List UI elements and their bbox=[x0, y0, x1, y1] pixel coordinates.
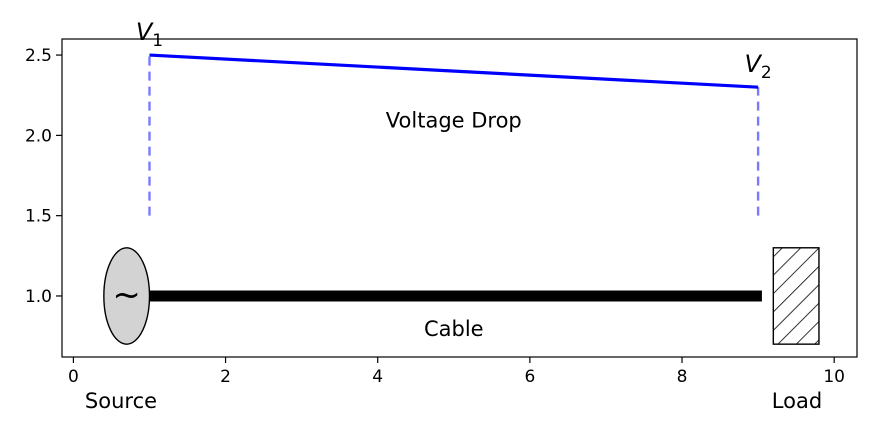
plot-frame bbox=[61, 38, 858, 358]
v2-label: V2 bbox=[744, 50, 771, 83]
y-tick-label: 2.5 bbox=[25, 46, 52, 66]
ac-source-icon bbox=[103, 247, 151, 345]
x-tick-label: 0 bbox=[68, 367, 79, 387]
axis-ticks: 0 2 4 6 8 10 1.0 1.5 2.0 2.5 bbox=[25, 46, 845, 387]
cable-label: Cable bbox=[424, 317, 484, 341]
load-icon bbox=[772, 247, 820, 345]
x-tick-label: 8 bbox=[677, 367, 688, 387]
source-label: Source bbox=[85, 389, 157, 413]
x-tick-label: 10 bbox=[823, 367, 845, 387]
y-tick-label: 1.5 bbox=[25, 207, 52, 227]
x-tick-label: 6 bbox=[524, 367, 535, 387]
x-tick-label: 2 bbox=[220, 367, 231, 387]
y-tick-label: 2.0 bbox=[25, 126, 52, 146]
x-tick-label: 4 bbox=[372, 367, 383, 387]
source-tilde-symbol: ~ bbox=[112, 275, 141, 315]
load-label: Load bbox=[772, 389, 822, 413]
v1-label: V1 bbox=[136, 18, 163, 51]
voltage-line bbox=[149, 53, 759, 89]
voltage-drop-label: Voltage Drop bbox=[386, 108, 522, 132]
y-tick-label: 1.0 bbox=[25, 287, 52, 307]
